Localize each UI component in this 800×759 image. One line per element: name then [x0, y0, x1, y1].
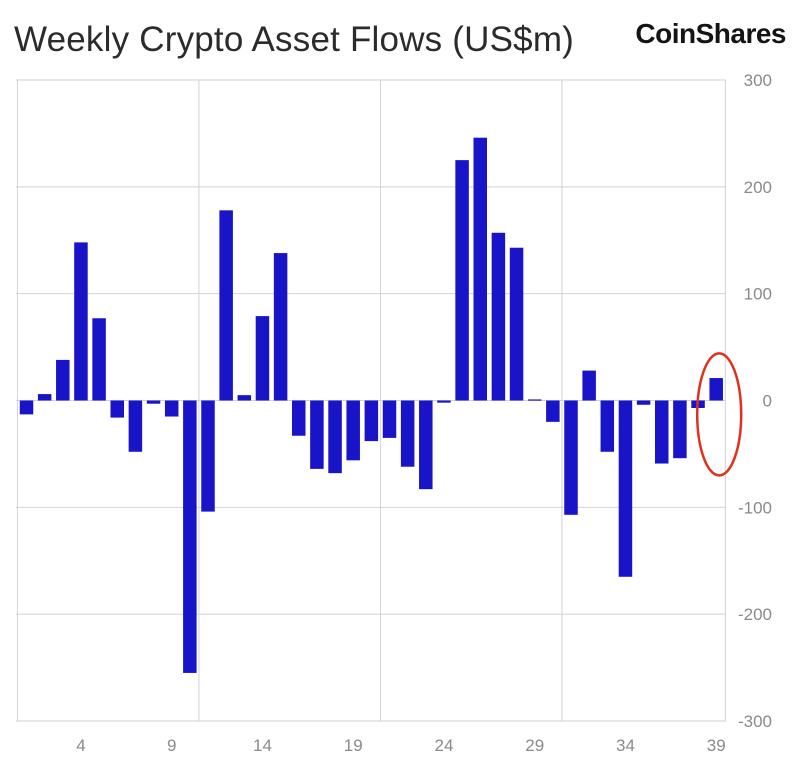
axis-labels: 300 200 100 0 -100 -200 -300 4 9 14 19 24 29 34 39: [76, 71, 772, 755]
x-tick-label: 4: [76, 736, 85, 755]
bar: [455, 160, 469, 401]
x-tick-label: 14: [253, 736, 272, 755]
bar: [219, 210, 233, 401]
bar: [346, 400, 360, 461]
bar: [400, 400, 415, 467]
bar: [491, 232, 506, 401]
bar: [509, 247, 524, 401]
bar: [92, 318, 106, 401]
bar: [437, 400, 451, 403]
highlight-circle: [695, 352, 743, 477]
x-tick-label: 34: [616, 736, 635, 755]
y-tick-label: 100: [744, 285, 772, 304]
y-tick-label: -300: [738, 712, 772, 731]
bar: [527, 399, 542, 401]
bar: [709, 378, 723, 401]
bar: [19, 400, 34, 415]
bar: [37, 394, 52, 401]
bar: [110, 400, 124, 418]
bar: [56, 359, 70, 401]
bar: [273, 253, 288, 401]
chart-title: Weekly Crypto Asset Flows (US$m): [14, 20, 575, 59]
bar: [364, 400, 379, 442]
bar: [255, 316, 270, 401]
bar: [546, 400, 560, 422]
bar: [473, 137, 487, 401]
x-tick-label: 24: [434, 736, 453, 755]
annotations: [695, 352, 743, 477]
bar: [419, 400, 433, 490]
bar: [128, 400, 143, 452]
bar: [564, 400, 578, 515]
x-tick-label: 9: [167, 736, 176, 755]
bar: [310, 400, 324, 469]
bar: [618, 400, 633, 577]
bars: [19, 137, 723, 673]
bar: [382, 400, 397, 438]
bar: [328, 400, 342, 474]
bar: [201, 400, 215, 512]
y-tick-label: 0: [763, 392, 772, 411]
coinshares-logo: CoinShares: [635, 18, 786, 49]
x-tick-label: 39: [707, 736, 726, 755]
bar: [183, 400, 197, 673]
y-tick-label: -100: [738, 498, 772, 517]
x-tick-label: 29: [525, 736, 544, 755]
bar: [164, 400, 179, 417]
y-tick-label: 300: [744, 71, 772, 90]
bar: [582, 370, 596, 401]
bar: [636, 400, 651, 405]
bar: [74, 242, 88, 401]
bar: [673, 400, 687, 459]
bar: [237, 395, 252, 401]
bar: [655, 400, 669, 464]
y-tick-label: -200: [738, 605, 772, 624]
x-tick-label: 19: [344, 736, 363, 755]
y-tick-label: 200: [744, 178, 772, 197]
bar: [146, 400, 161, 404]
bar: [292, 400, 306, 436]
bar: [600, 400, 615, 452]
